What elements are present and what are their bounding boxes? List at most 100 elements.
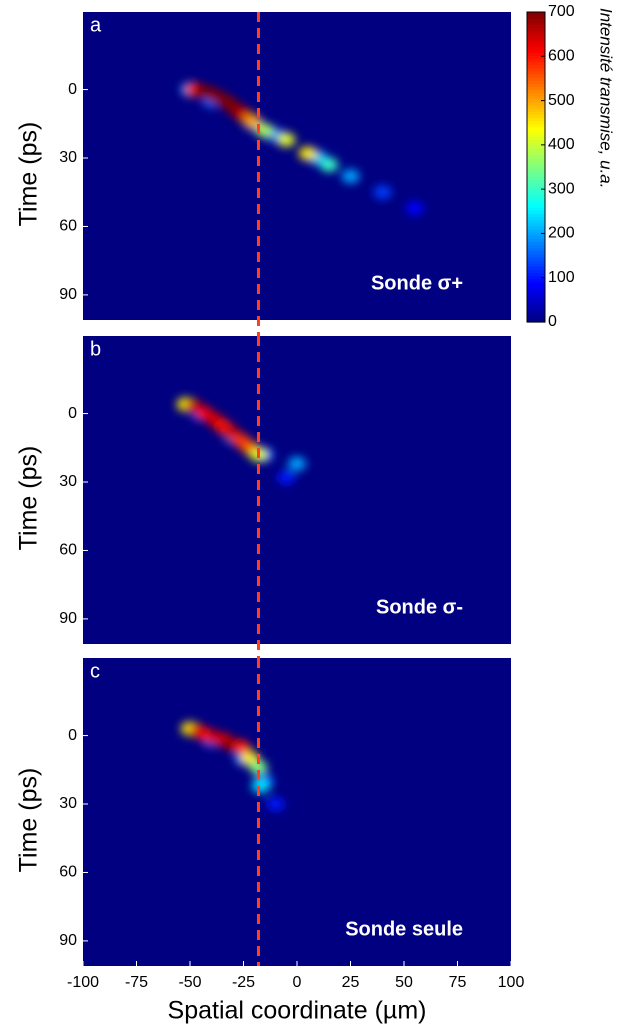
colorbar-segment [527,173,545,177]
x-tick-label: -100 [67,974,99,991]
colorbar-segment [527,46,545,50]
colorbar-segment [527,170,545,174]
colorbar-segment [527,129,545,134]
colorbar-segment [527,167,545,171]
colorbar-segment [527,216,545,221]
colorbar-segment [527,160,545,165]
y-tick-label: 30 [59,149,77,166]
panel: 0 30 60 90 Time (ps) b Sonde σ- [15,336,511,658]
colorbar-segment [527,86,545,91]
y-tick-label: 0 [68,727,77,744]
colorbar-segment [527,297,545,301]
colorbar: 0 100 200 300 400 500 600 700 Intensité transmis… [526,3,616,330]
x-tick-label: -50 [178,974,201,991]
colorbar-segment [527,120,545,125]
colorbar-segment [527,142,545,146]
annotation: Sonde seule [345,918,463,940]
intensity-spot [277,132,296,147]
colorbar-segment [527,191,545,196]
colorbar-tick-label: 400 [548,136,575,153]
intensity-spot [266,797,285,812]
colorbar-segment [527,315,545,320]
panel-label: a [90,14,102,36]
colorbar-segment [527,219,545,224]
colorbar-frame [526,11,546,323]
colorbar-segment [527,89,545,94]
x-tick-label: -25 [232,974,255,991]
colorbar-segment [527,83,545,87]
colorbar-tick-label: 100 [548,269,575,286]
colorbar-segment [527,18,545,22]
panel: 0 30 60 90 Time (ps) a Sonde σ+ [15,12,511,336]
intensity-spot [277,470,296,485]
x-tick-label: 0 [293,974,302,991]
colorbar-segment [527,272,545,277]
colorbar-segment [527,148,545,153]
colorbar-segment [527,269,545,273]
colorbar-segment [527,294,545,298]
colorbar-segment [527,204,545,208]
intensity-spot [232,739,251,754]
colorbar-segment [527,12,545,16]
y-tick-label: 0 [68,81,77,98]
x-tick-label: -75 [125,974,148,991]
colorbar-segment [527,266,545,270]
colorbar-segment [527,58,545,63]
y-tick-label: 30 [59,473,77,490]
heatmap [181,721,285,812]
annotation: Sonde σ- [376,596,463,618]
colorbar-tick-label: 0 [548,313,557,330]
y-tick-label: 0 [68,405,77,422]
colorbar-tick-label: 700 [548,3,575,20]
intensity-spot [243,114,262,129]
colorbar-tick-label: 200 [548,225,575,242]
colorbar-segment [527,123,545,128]
colorbar-segment [527,222,545,227]
x-axis-label: Spatial coordinate (µm) [168,997,427,1025]
y-tick-label: 90 [59,610,77,627]
colorbar-segment [527,235,545,239]
y-axis-label: Time (ps) [15,768,43,873]
intensity-spot [255,123,274,138]
colorbar-segment [527,284,545,289]
x-tick-label: 25 [342,974,360,991]
colorbar-segment [527,132,545,137]
colorbar-segment [527,275,545,280]
colorbar-segment [527,232,545,236]
colorbar-segment [527,74,545,78]
colorbar-segment [527,154,545,159]
intensity-spot [298,146,317,161]
intensity-spot [249,760,268,775]
x-tick-label: 50 [395,974,413,991]
panel-label: b [90,338,101,360]
intensity-spot [405,201,424,216]
intensity-spot [373,185,392,200]
colorbar-segment [527,67,545,72]
colorbar-segment [527,33,545,38]
heatmap [181,82,424,216]
colorbar-segment [527,198,545,202]
colorbar-segment [527,306,545,311]
colorbar-segment [527,27,545,32]
colorbar-segment [527,318,545,323]
colorbar-tick-label: 600 [548,48,575,65]
colorbar-segment [527,111,545,115]
intensity-spot [251,778,270,793]
colorbar-segment [527,105,545,109]
colorbar-segment [527,244,545,249]
intensity-spot [320,157,339,172]
colorbar-segment [527,188,545,193]
x-tick-label: 100 [498,974,525,991]
colorbar-segment [527,287,545,292]
panel: 0 30 60 90 -100 -75 -50 -25 0 25 50 75 100 Spatial co… [15,658,525,1025]
colorbar-segment [527,136,545,140]
colorbar-segment [527,61,545,66]
colorbar-segment [527,176,545,180]
colorbar-segment [527,15,545,19]
colorbar-segment [527,312,545,317]
y-tick-label: 30 [59,795,77,812]
colorbar-segment [527,263,545,267]
colorbar-segment [527,247,545,252]
plot-background [83,336,511,644]
